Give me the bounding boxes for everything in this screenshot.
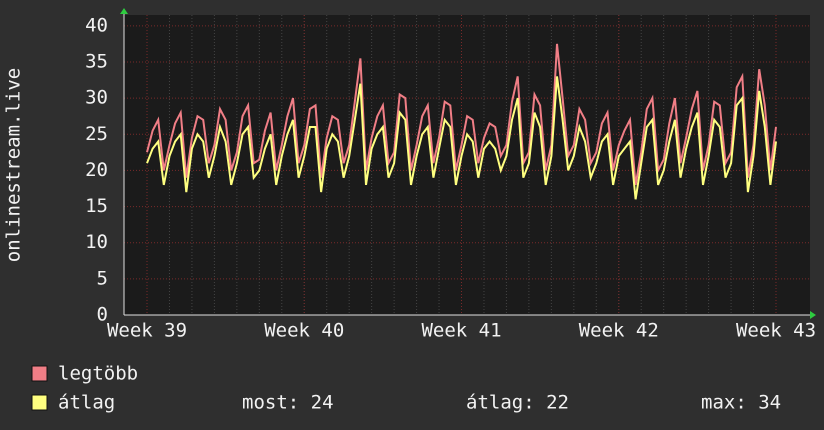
- y-tick-label: 35: [85, 50, 108, 72]
- legend-swatch: [31, 365, 48, 382]
- y-tick-label: 30: [85, 87, 108, 109]
- x-arrow: [810, 311, 816, 319]
- x-tick-label: Week 39: [107, 320, 187, 342]
- legend-label: átlag: [58, 392, 115, 414]
- y-tick-label: 5: [97, 267, 108, 289]
- stat: átlag: 22: [466, 392, 569, 414]
- x-tick-label: Week 41: [421, 320, 501, 342]
- y-tick-label: 20: [85, 159, 108, 181]
- stat: max: 34: [701, 392, 781, 414]
- series-line: [146, 43, 777, 186]
- x-tick-label: Week 40: [264, 320, 344, 342]
- y-axis-label: onlinestream.live: [3, 68, 25, 262]
- x-tick-label: Week 42: [579, 320, 659, 342]
- y-tick-label: 10: [85, 231, 108, 253]
- y-tick-label: 15: [85, 195, 108, 217]
- y-tick-label: 0: [97, 304, 108, 326]
- y-tick-label: 25: [85, 123, 108, 145]
- y-tick-label: 40: [85, 14, 108, 36]
- legend-label: legtöbb: [58, 363, 138, 385]
- plot-area: [124, 15, 810, 315]
- stat: most: 24: [242, 392, 334, 414]
- x-tick-label: Week 43: [736, 320, 816, 342]
- y-arrow: [120, 8, 128, 14]
- series-line: [146, 76, 777, 200]
- legend-swatch: [31, 394, 48, 411]
